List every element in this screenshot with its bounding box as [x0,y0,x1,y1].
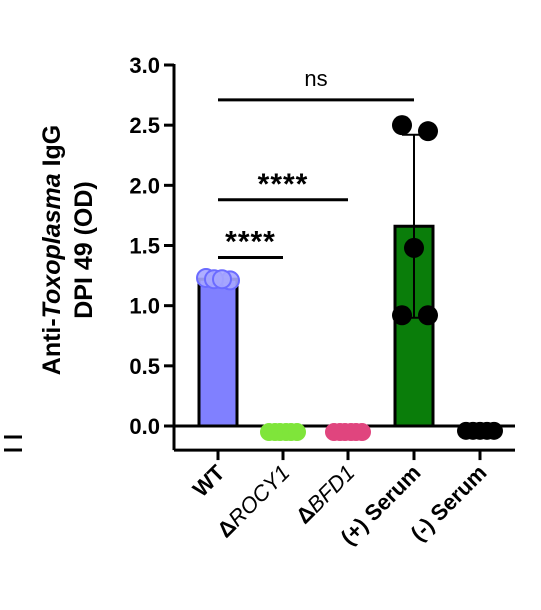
y-axis-label-line2: DPI 49 (OD) [70,181,98,319]
data-point [353,423,371,442]
axes: 0.0 0.5 1.0 1.5 2.0 2.5 3.0 [129,53,515,461]
significance-label: **** [225,226,276,259]
x-tick-label: WT [188,460,230,502]
y-tick-label: 1.5 [129,234,160,259]
significance-label: **** [258,168,309,201]
data-point [392,305,412,326]
data-point [418,121,438,142]
y-tick-label: 3.0 [129,53,160,78]
y-tick-label: 2.0 [129,173,160,198]
data-point [404,237,424,258]
data-points [196,115,503,442]
bar [197,277,239,428]
data-point [418,305,438,326]
y-axis-label: Anti-Toxoplasma IgG [38,125,66,375]
y-tick-label: 1.0 [129,294,160,319]
y-tick-label: 0.0 [129,414,160,439]
significance-label: ns [304,66,327,91]
x-tick-label: ΔROCY1 [212,460,294,542]
data-point [212,269,232,290]
y-tick-label: 2.5 [129,113,160,138]
significance-brackets: **** **** ns [218,66,414,260]
data-point [485,421,503,440]
data-point [288,423,306,442]
y-tick-label: 0.5 [129,354,160,379]
data-point [392,115,412,136]
